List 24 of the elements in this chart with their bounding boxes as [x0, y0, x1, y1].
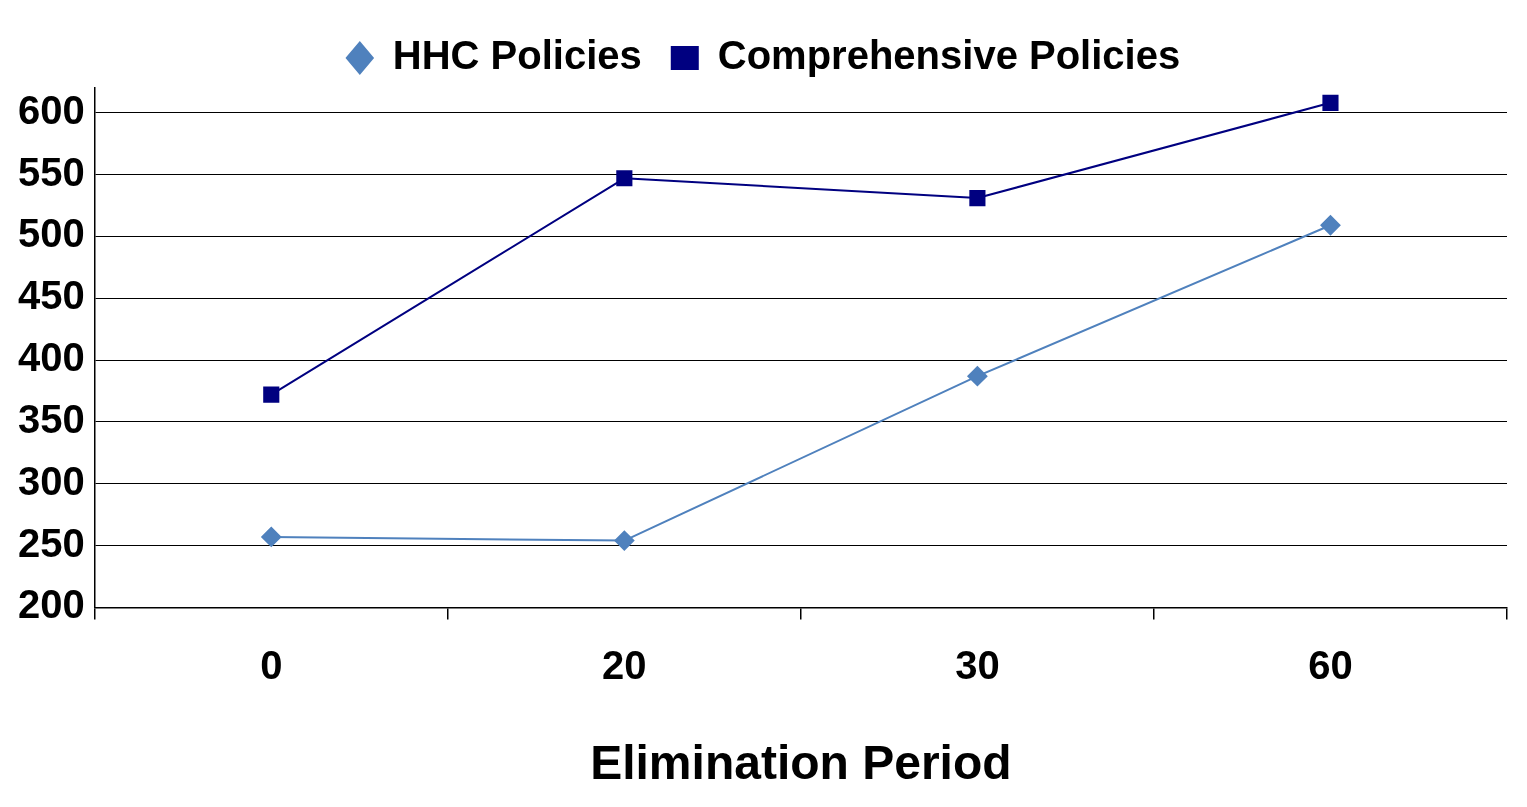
x-tick-label: 60	[1308, 643, 1353, 688]
point	[967, 366, 988, 387]
x-axis-title: Elimination Period	[590, 736, 1012, 790]
point	[614, 530, 635, 551]
point	[1320, 215, 1341, 236]
y-tick-label: 500	[17, 211, 85, 256]
y-tick-label: 450	[17, 273, 85, 318]
legend-label: Comprehensive Policies	[717, 33, 1181, 78]
x-tick-label: 20	[602, 643, 647, 688]
y-tick-label: 350	[17, 396, 85, 441]
point	[263, 386, 280, 403]
y-tick-label: 300	[17, 458, 85, 503]
point	[261, 526, 282, 547]
y-tick-label: 200	[17, 582, 85, 627]
y-tick-label: 600	[17, 87, 85, 132]
y-tick-label: 400	[17, 335, 85, 380]
legend-label: HHC Policies	[392, 33, 642, 78]
point	[616, 170, 633, 187]
y-tick-label: 250	[17, 520, 85, 565]
y-tick-label: 550	[17, 149, 85, 194]
point	[969, 189, 986, 207]
point	[1322, 94, 1339, 111]
x-tick-label: 30	[955, 643, 1000, 688]
x-tick-label: 0	[260, 643, 283, 688]
